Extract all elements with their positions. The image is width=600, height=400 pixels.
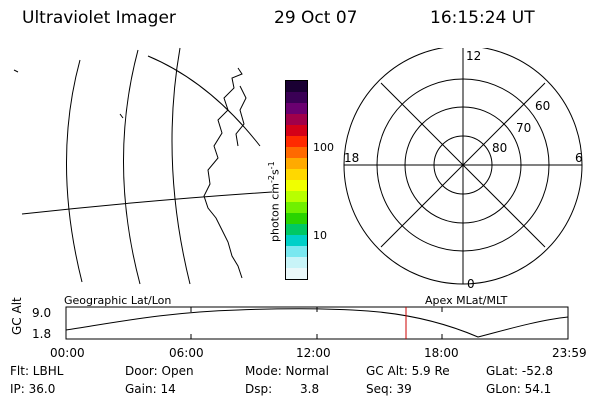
colorbar-segment — [286, 180, 307, 191]
polar-label-6: 6 — [575, 151, 583, 165]
header-time: 16:15:24 UT — [430, 8, 535, 28]
colorbar-segment — [286, 125, 307, 136]
colorbar-segment — [286, 213, 307, 224]
app-title: Ultraviolet Imager — [22, 8, 176, 28]
colorbar-segment — [286, 224, 307, 235]
polar-lat-80: 80 — [492, 141, 507, 155]
timeline-y-label: GC Alt — [10, 297, 24, 335]
colorbar-segment — [286, 147, 307, 158]
colorbar-segment — [286, 202, 307, 213]
status-seq: Seq: 39 — [366, 382, 412, 396]
timeline-plot — [65, 306, 569, 340]
map-parallel — [147, 55, 261, 147]
colorbar-segment — [286, 246, 307, 257]
status-dsp-label: Dsp: — [245, 382, 273, 396]
polar-lat-60: 60 — [535, 99, 550, 113]
colorbar-segment — [286, 191, 307, 202]
status-glon: GLon: 54.1 — [486, 382, 552, 396]
colorbar-segment — [286, 268, 307, 279]
status-ip: IP: 36.0 — [10, 382, 56, 396]
polar-plot: 12 18 6 0 60 70 80 — [343, 48, 583, 291]
status-dsp-value: 3.8 — [300, 382, 320, 396]
timeline-left-caption: Geographic Lat/Lon — [64, 294, 172, 307]
map-parallel — [21, 191, 272, 215]
colorbar-title: photon cm-2s-1 — [267, 161, 282, 242]
colorbar-segment — [286, 158, 307, 169]
timeline-tick: 12:00 — [296, 346, 331, 360]
timeline-y-max: 9.0 — [32, 306, 52, 320]
polar-label-18: 18 — [344, 151, 359, 165]
colorbar-tick-10: 10 — [313, 229, 327, 242]
map-coastline — [235, 85, 247, 147]
colorbar-segment — [286, 169, 307, 180]
timeline-y-min: 1.8 — [32, 327, 52, 341]
colorbar-segment — [286, 103, 307, 114]
status-gc-alt: GC Alt: 5.9 Re — [366, 364, 450, 378]
polar-lat-70: 70 — [516, 121, 531, 135]
status-mode: Mode: Normal — [245, 364, 329, 378]
status-gain: Gain: 14 — [125, 382, 176, 396]
timeline-altitude-curve — [65, 308, 569, 338]
status-filter: Flt: LBHL — [10, 364, 64, 378]
colorbar — [285, 80, 308, 280]
colorbar-segment — [286, 81, 307, 92]
map-meridian — [123, 49, 141, 285]
colorbar-tick-100: 100 — [313, 141, 334, 154]
colorbar-segment — [286, 235, 307, 246]
status-glat: GLat: -52.8 — [486, 364, 553, 378]
polar-diagonal — [380, 82, 546, 248]
timeline-tick: 06:00 — [169, 346, 204, 360]
colorbar-segment — [286, 92, 307, 103]
polar-label-0: 0 — [467, 277, 475, 291]
timeline-tick: 23:59 — [552, 346, 587, 360]
geographic-map — [13, 47, 272, 285]
timeline-right-caption: Apex MLat/MLT — [425, 294, 508, 307]
status-door: Door: Open — [125, 364, 194, 378]
map-meridian — [171, 47, 191, 285]
header-date: 29 Oct 07 — [274, 8, 358, 28]
colorbar-segment — [286, 114, 307, 125]
timeline-tick: 00:00 — [50, 346, 85, 360]
timeline-tick: 18:00 — [424, 346, 459, 360]
colorbar-segment — [286, 257, 307, 268]
colorbar-segment — [286, 136, 307, 147]
polar-label-12: 12 — [466, 49, 481, 63]
map-meridian — [66, 59, 83, 283]
map-coastline — [203, 67, 243, 279]
